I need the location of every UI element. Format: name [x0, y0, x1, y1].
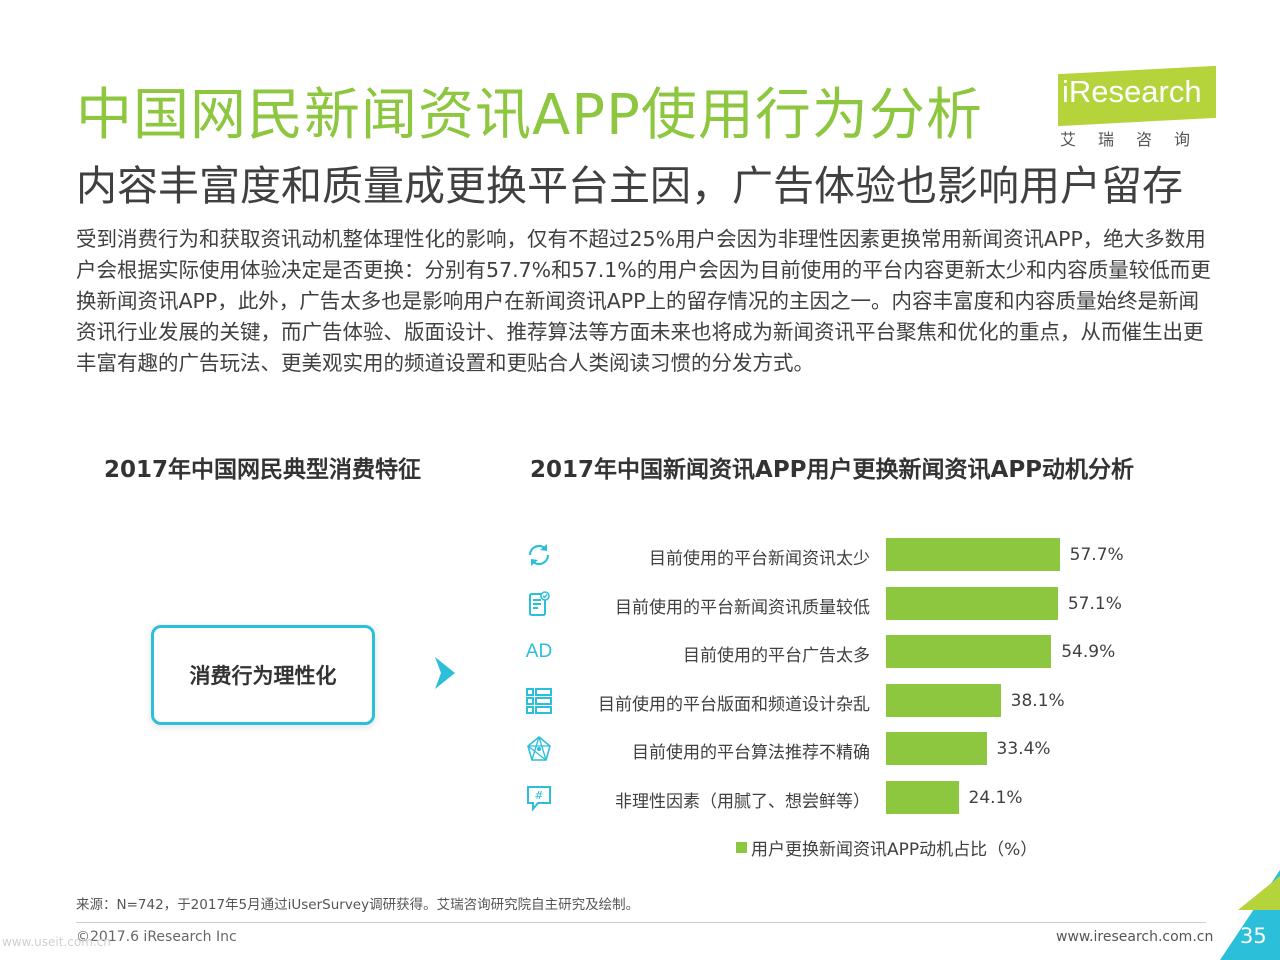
chevron-right-icon	[435, 657, 455, 689]
footer-url[interactable]: www.iresearch.com.cn	[1056, 929, 1214, 945]
network-icon	[524, 734, 554, 764]
iresearch-logo: iResearch 艾瑞咨询	[1058, 65, 1218, 149]
category-label: 目前使用的平台算法推荐不精确	[632, 743, 870, 764]
source-note: 来源：N=742，于2017年5月通过iUserSurvey调研获得。艾瑞咨询研…	[76, 897, 640, 913]
category-label: 非理性因素（用腻了、想尝鲜等）	[615, 792, 870, 812]
value-label: 38.1%	[1010, 690, 1065, 711]
footer-divider	[76, 922, 1206, 923]
bar	[886, 781, 959, 814]
category-label: 目前使用的平台版面和频道设计杂乱	[598, 694, 870, 715]
watermark: www.useit.com.cn	[2, 935, 111, 949]
category-label: 目前使用的平台新闻资讯质量较低	[615, 597, 870, 618]
logo-text: iResearch	[1062, 74, 1202, 109]
list-layout-icon	[524, 686, 554, 716]
left-panel-heading: 2017年中国网民典型消费特征	[104, 457, 422, 483]
legend-swatch	[736, 842, 747, 853]
page-corner-decoration	[1220, 870, 1280, 960]
hashtag-chat-icon: #	[524, 783, 554, 813]
feature-card: 消费行为理性化	[151, 625, 375, 725]
page-title: 中国网民新闻资讯APP使用行为分析	[76, 83, 983, 148]
ad-icon: AD	[525, 641, 553, 663]
logo-cn-text: 艾瑞咨询	[1060, 130, 1213, 149]
bar	[886, 683, 1001, 717]
feature-label: 消费行为理性化	[189, 664, 337, 688]
value-label: 54.9%	[1061, 642, 1116, 663]
document-check-icon	[524, 589, 554, 619]
refresh-icon	[524, 540, 554, 570]
bar	[886, 538, 1060, 571]
page-number: 35	[1240, 924, 1267, 948]
bar	[886, 732, 987, 766]
chart-legend: 用户更换新闻资讯APP动机占比（%）	[736, 835, 1037, 860]
copyright: ©2017.6 iResearch Inc	[76, 929, 237, 945]
bar	[886, 635, 1052, 669]
intro-paragraph: 受到消费行为和获取资讯动机整体理性化的影响，仅有不超过25%用户会因为非理性因素…	[76, 227, 1211, 375]
motivation-bar-chart: 目前使用的平台新闻资讯太少 57.7% 目前使用的平台新闻资讯质量较低 57.1% AD…	[510, 520, 1210, 870]
value-label: 33.4%	[996, 739, 1051, 760]
legend-label: 用户更换新闻资讯APP动机占比（%）	[751, 840, 1038, 860]
value-label: 57.1%	[1067, 593, 1122, 614]
value-label: 57.7%	[1069, 545, 1124, 565]
chart-title: 2017年中国新闻资讯APP用户更换新闻资讯APP动机分析	[530, 457, 1135, 483]
bar	[886, 586, 1058, 620]
page-subtitle: 内容丰富度和质量成更换平台主因，广告体验也影响用户留存	[76, 162, 1183, 210]
category-label: 目前使用的平台新闻资讯太少	[649, 549, 870, 569]
value-label: 24.1%	[968, 788, 1023, 808]
svg-text:#: #	[534, 789, 543, 802]
category-label: 目前使用的平台广告太多	[683, 646, 870, 667]
